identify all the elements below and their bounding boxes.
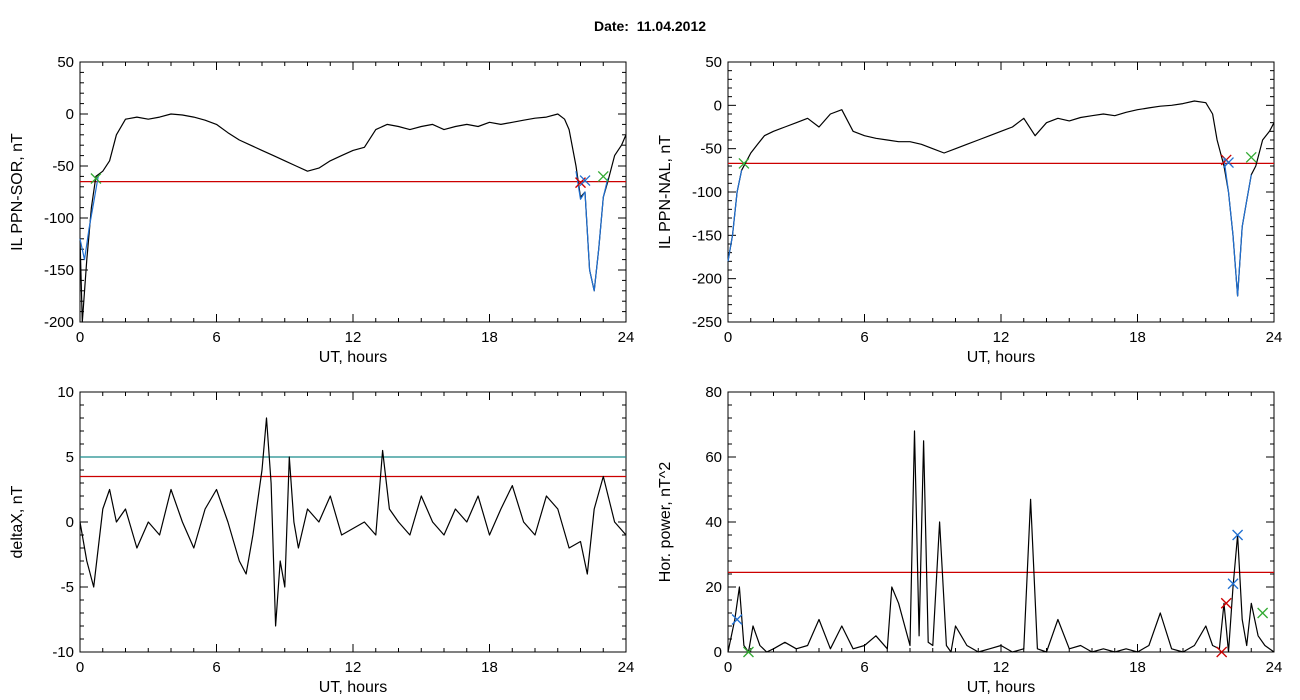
y-tick-label: 80	[705, 384, 722, 401]
marker-stroke	[731, 614, 743, 625]
marker-stroke	[1232, 529, 1244, 541]
series-line	[727, 170, 743, 262]
marker-stroke	[597, 170, 609, 182]
x-tick-label: 0	[76, 659, 84, 676]
x-tick-label: 18	[481, 329, 498, 346]
marker-stroke	[90, 173, 102, 184]
x-tick-label: 0	[724, 329, 732, 346]
panel-bottom-left: 0 6 12 18 24 -10 -5 0 5 10 UT, hours deltaX, nT	[9, 384, 634, 696]
x-tick-label: 24	[1266, 329, 1283, 346]
data-marker	[1257, 607, 1269, 619]
y-tick-label: 0	[714, 97, 722, 114]
data-marker	[1216, 646, 1228, 658]
x-tick-label: 24	[1266, 659, 1283, 676]
x-tick-label: 6	[860, 659, 868, 676]
marker-stroke	[738, 157, 750, 169]
series-line	[727, 430, 1275, 653]
x-axis-label: UT, hours	[967, 679, 1035, 696]
y-tick-label: 0	[66, 106, 74, 123]
x-tick-label: 18	[1129, 329, 1146, 346]
series-line	[79, 113, 627, 323]
marker-stroke	[1245, 151, 1257, 163]
x-tick-label: 0	[724, 659, 732, 676]
data-marker	[738, 157, 750, 169]
x-tick-label: 6	[212, 329, 220, 346]
x-tick-label: 24	[618, 329, 635, 346]
marker-stroke	[1227, 578, 1239, 590]
x-tick-label: 6	[860, 329, 868, 346]
y-axis-label: Hor. power, nT^2	[657, 462, 674, 583]
series-line	[1223, 159, 1252, 297]
y-tick-label: -5	[61, 579, 74, 596]
panel-bottom-right: 0 6 12 18 24 0 20 40 60 80 UT, hours Hor. power, nT…	[657, 384, 1282, 696]
series-line	[79, 417, 627, 627]
marker-stroke	[743, 646, 754, 658]
y-tick-label: 0	[714, 644, 722, 661]
y-tick-label: -50	[52, 158, 74, 175]
y-tick-label: -150	[44, 262, 74, 279]
data-marker	[597, 170, 609, 182]
data-marker	[743, 646, 754, 658]
y-tick-label: -100	[692, 184, 722, 201]
y-tick-label: -50	[700, 141, 722, 158]
marker-stroke	[1223, 157, 1234, 168]
x-tick-label: 12	[345, 329, 362, 346]
marker-stroke	[579, 175, 591, 187]
y-axis-label: IL PPN-NAL, nT	[657, 135, 674, 249]
data-marker	[1232, 529, 1244, 541]
data-marker	[579, 175, 591, 187]
y-tick-label: 20	[705, 579, 722, 596]
panel-top-right: 0 6 12 18 24 -250 -200 -150 -100 -50 0 50 UT, hours I…	[657, 54, 1282, 366]
x-axis-label: UT, hours	[319, 349, 387, 366]
data-marker	[1223, 157, 1234, 168]
y-tick-label: 60	[705, 449, 722, 466]
x-axis-label: UT, hours	[967, 349, 1035, 366]
x-axis-label: UT, hours	[319, 679, 387, 696]
data-marker	[1245, 151, 1257, 163]
marker-stroke	[1216, 646, 1228, 658]
y-axis-label: deltaX, nT	[9, 485, 26, 558]
y-axis-label: IL PPN-SOR, nT	[9, 133, 26, 251]
x-tick-label: 18	[481, 659, 498, 676]
y-tick-label: -100	[44, 210, 74, 227]
x-tick-label: 12	[345, 659, 362, 676]
marker-stroke	[1220, 597, 1232, 609]
series-line	[575, 171, 609, 292]
panel-top-left: 0 6 12 18 24 -200 -150 -100 -50 0 50 UT, hours IL PP…	[9, 54, 634, 366]
series-line	[79, 176, 99, 261]
y-tick-label: 10	[57, 384, 74, 401]
y-tick-label: 0	[66, 514, 74, 531]
series-line	[727, 100, 1275, 297]
x-tick-label: 18	[1129, 659, 1146, 676]
y-tick-label: -200	[692, 271, 722, 288]
page-title: Date: 11.04.2012	[593, 18, 707, 34]
y-tick-label: -10	[52, 644, 74, 661]
y-tick-label: -250	[692, 314, 722, 331]
y-tick-label: -200	[44, 314, 74, 331]
data-marker	[1220, 597, 1232, 609]
y-tick-label: -150	[692, 227, 722, 244]
y-tick-label: 40	[705, 514, 722, 531]
y-tick-label: 50	[57, 54, 74, 71]
x-tick-label: 12	[993, 659, 1010, 676]
plot-frame	[79, 391, 627, 653]
x-tick-label: 6	[212, 659, 220, 676]
y-tick-label: 5	[66, 449, 74, 466]
plot-frame	[79, 61, 627, 323]
x-tick-label: 12	[993, 329, 1010, 346]
y-tick-label: 50	[705, 54, 722, 71]
data-marker	[731, 614, 743, 625]
x-tick-label: 0	[76, 329, 84, 346]
data-marker	[1227, 578, 1239, 590]
x-tick-label: 24	[618, 659, 635, 676]
data-marker	[90, 173, 102, 184]
plot-frame	[727, 391, 1275, 653]
marker-stroke	[1257, 607, 1269, 619]
